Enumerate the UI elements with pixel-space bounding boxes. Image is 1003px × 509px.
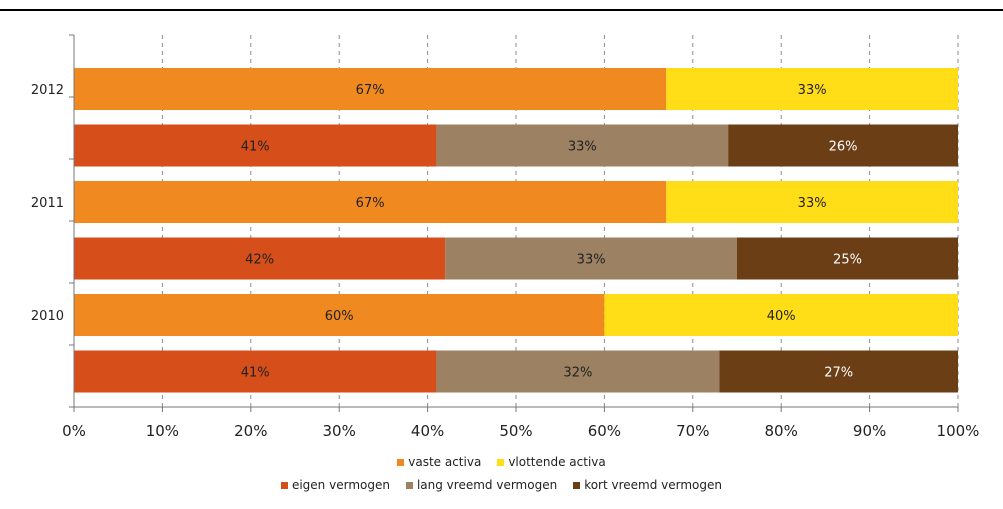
legend-swatch (280, 481, 288, 489)
data-label: 41% (241, 140, 270, 155)
bar-segment (74, 294, 605, 336)
bar-segment (74, 237, 446, 280)
data-label: 67% (356, 83, 385, 98)
legend-label: kort vreemd vermogen (584, 478, 723, 492)
top-border-line (0, 9, 1003, 11)
data-label: 33% (568, 140, 597, 155)
legend-label: eigen vermogen (291, 478, 390, 492)
x-tick-label: 50% (499, 422, 532, 440)
x-tick-label: 70% (676, 422, 709, 440)
legend-label: vaste activa (408, 455, 482, 469)
legend-label: vlottende activa (508, 455, 606, 469)
legend-swatch (405, 481, 413, 489)
bar-segment (74, 124, 437, 167)
x-tick-label: 80% (765, 422, 798, 440)
bar-segment (74, 350, 437, 393)
bar-segment (436, 350, 720, 393)
x-tick-label: 30% (323, 422, 356, 440)
bar-segment (74, 181, 667, 223)
legend-item: eigen vermogen (280, 478, 390, 492)
legend-swatch (397, 458, 405, 466)
x-tick-label: 60% (588, 422, 621, 440)
category-label: 2011 (31, 196, 64, 211)
bar-segment (604, 294, 958, 336)
x-tick-label: 0% (62, 422, 86, 440)
category-label: 2012 (31, 83, 64, 98)
data-label: 42% (245, 253, 274, 268)
bar-segment (436, 124, 729, 167)
legend-row-1: vaste activa vlottende activa (0, 455, 1003, 469)
data-label: 25% (833, 253, 862, 268)
legend-label: lang vreemd vermogen (416, 478, 558, 492)
data-label: 60% (325, 309, 354, 324)
bar-segment (728, 124, 958, 167)
x-tick-label: 100% (937, 422, 980, 440)
x-tick-label: 20% (234, 422, 267, 440)
legend-swatch (497, 458, 505, 466)
data-label: 33% (798, 196, 827, 211)
data-label: 27% (824, 366, 853, 381)
bar-segment (666, 68, 958, 110)
bar-segment (737, 237, 958, 280)
x-tick-label: 90% (853, 422, 886, 440)
bar-segment (719, 350, 958, 393)
legend-swatch (573, 481, 581, 489)
legend-row-2: eigen vermogen lang vreemd vermogen kort v… (0, 478, 1003, 492)
bar-segment (445, 237, 737, 280)
data-label: 33% (798, 83, 827, 98)
legend-item: kort vreemd vermogen (573, 478, 722, 492)
data-label: 33% (577, 253, 606, 268)
legend-item: lang vreemd vermogen (405, 478, 558, 492)
bar-segment (666, 181, 958, 223)
data-label: 26% (829, 140, 858, 155)
legend-item: vlottende activa (497, 455, 606, 469)
x-tick-label: 10% (146, 422, 179, 440)
category-label: 2010 (31, 309, 64, 324)
bar-segment (74, 68, 667, 110)
data-label: 32% (563, 366, 592, 381)
x-tick-label: 40% (411, 422, 444, 440)
data-label: 67% (356, 196, 385, 211)
legend-item: vaste activa (397, 455, 481, 469)
data-label: 41% (241, 366, 270, 381)
data-label: 40% (767, 309, 796, 324)
stacked-bar-chart: 67% 33% 41% 33% 26% 67% 33% 42% 33% 25% 60% 40% 41% 3… (31, 34, 980, 440)
